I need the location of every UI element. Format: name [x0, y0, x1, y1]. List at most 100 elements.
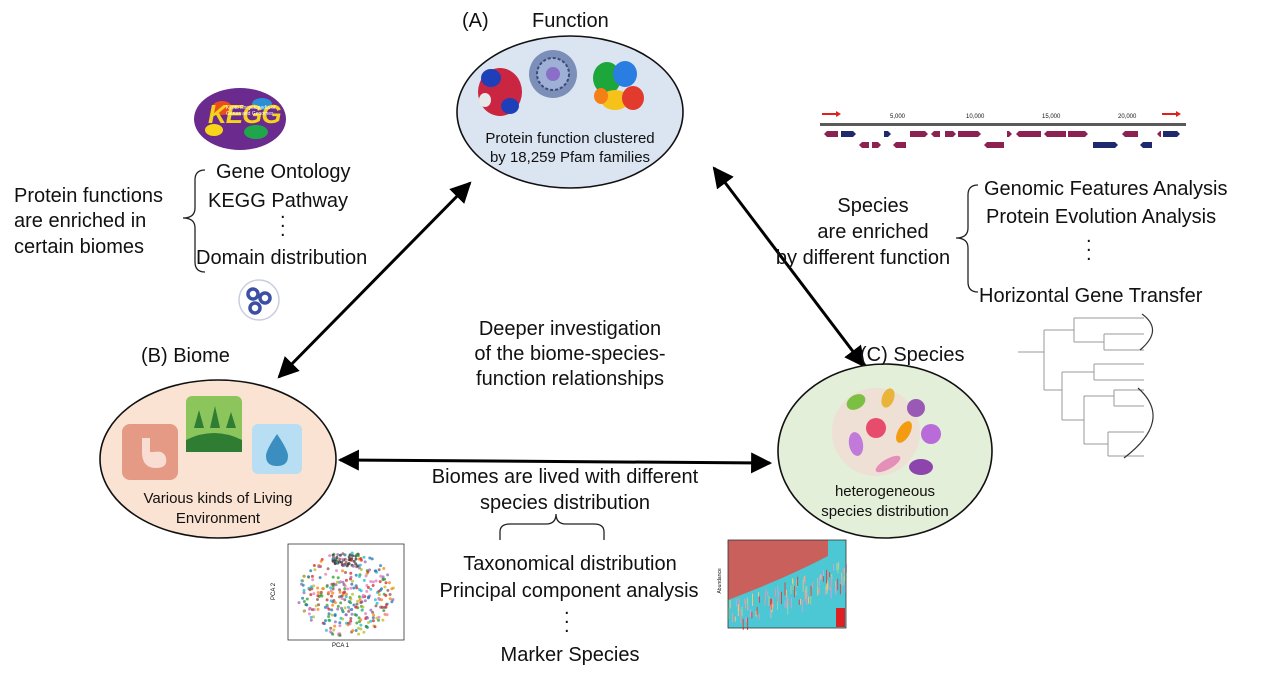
pca-point — [368, 556, 372, 560]
left-item-domain-distribution: Domain distribution — [196, 247, 368, 269]
pca-point — [307, 575, 310, 579]
pca-point — [322, 622, 326, 626]
center-text-1: Deeper investigation — [478, 318, 662, 340]
pca-point — [344, 560, 348, 564]
pca-point — [358, 598, 362, 601]
pca-point — [344, 578, 348, 582]
pca-point — [359, 589, 363, 593]
bottom-item-pca: Principal component analysis — [439, 580, 699, 602]
pca-point — [302, 591, 306, 595]
taxonomy-bar-thumbnail: Abundance — [716, 538, 848, 631]
taxa-strip — [790, 585, 792, 594]
taxa-strip — [810, 586, 812, 597]
taxa-strip — [838, 561, 840, 570]
left-item-gene-ontology: Gene Ontology — [216, 161, 351, 183]
taxa-strip — [823, 576, 825, 582]
pca-point — [358, 563, 362, 567]
pca-point — [344, 595, 348, 599]
pca-point — [357, 595, 361, 599]
pca-point — [338, 633, 342, 637]
taxa-strip — [797, 576, 799, 586]
pca-point — [386, 588, 390, 592]
pca-point — [369, 580, 373, 583]
right-brace — [955, 184, 979, 293]
taxa-strip — [812, 581, 814, 589]
taxa-strip — [833, 564, 834, 571]
taxa-strip — [777, 591, 779, 597]
pca-point — [371, 580, 375, 584]
bottom-item-marker-species: Marker Species — [500, 644, 640, 666]
pca-point — [342, 563, 346, 567]
pca-point — [361, 593, 365, 597]
pca-point — [359, 601, 363, 604]
taxa-strip — [738, 598, 740, 611]
pca-point — [331, 632, 335, 636]
pca-point — [354, 562, 358, 566]
pca-point — [297, 601, 301, 605]
pca-point — [302, 574, 306, 578]
pca-point — [330, 594, 333, 598]
pca-point — [379, 564, 383, 568]
pca-point — [366, 596, 370, 600]
taxa-strip — [758, 613, 760, 620]
pca-point — [309, 615, 313, 619]
pca-point — [317, 565, 321, 569]
pca-point — [324, 628, 328, 632]
pca-point — [309, 618, 313, 622]
pca-point — [338, 621, 342, 625]
pca-point — [333, 601, 337, 605]
pca-point — [375, 601, 379, 605]
pca-point — [345, 592, 348, 596]
pca-point — [380, 606, 384, 609]
taxa-strip — [798, 599, 800, 605]
species-caption-1: heterogeneous — [834, 483, 936, 500]
taxa-strip — [817, 587, 819, 596]
taxa-strip — [765, 588, 767, 600]
pca-point — [316, 591, 320, 594]
pca-point — [386, 573, 390, 577]
gene-arrow — [931, 131, 940, 137]
pca-point — [350, 582, 354, 586]
taxa-strip — [785, 589, 787, 598]
pca-point — [352, 559, 356, 563]
pca-point — [384, 581, 388, 585]
taxa-strip — [843, 576, 845, 585]
biome-label: (B) Biome — [141, 345, 230, 367]
right-ellipsis: ... — [1086, 225, 1092, 265]
species-ellipse — [777, 363, 993, 539]
pca-point — [336, 553, 340, 557]
pca-point — [329, 586, 332, 590]
pca-point — [341, 552, 345, 556]
pca-point — [316, 594, 320, 598]
pca-point — [351, 592, 354, 596]
pca-point — [371, 610, 375, 614]
pca-point — [338, 588, 341, 592]
taxa-strip — [752, 593, 753, 606]
pca-point — [350, 612, 354, 616]
pca-point — [312, 592, 316, 596]
pca-point — [346, 621, 350, 625]
taxa-strip — [771, 598, 772, 610]
protein-structure-icon — [478, 68, 522, 116]
taxa-strip — [836, 562, 838, 571]
pca-point — [351, 629, 355, 633]
pca-point — [360, 608, 364, 612]
pca-point — [379, 574, 383, 578]
taxa-strip — [732, 612, 733, 623]
pca-point — [373, 625, 377, 629]
taxa-strip — [787, 598, 789, 606]
pca-point — [336, 576, 340, 580]
taxa-strip — [806, 593, 808, 605]
taxa-strip — [837, 563, 839, 574]
gene-arrow — [1122, 131, 1138, 137]
pca-point — [327, 591, 330, 594]
pca-point — [340, 597, 344, 601]
taxa-strip — [826, 570, 827, 584]
gene-arrow — [984, 142, 1004, 148]
biome-caption-2: Environment — [175, 510, 261, 527]
taxa-strip — [784, 600, 786, 608]
pca-point — [331, 603, 335, 607]
pca-point — [327, 612, 331, 616]
taxa-strip — [817, 577, 819, 589]
